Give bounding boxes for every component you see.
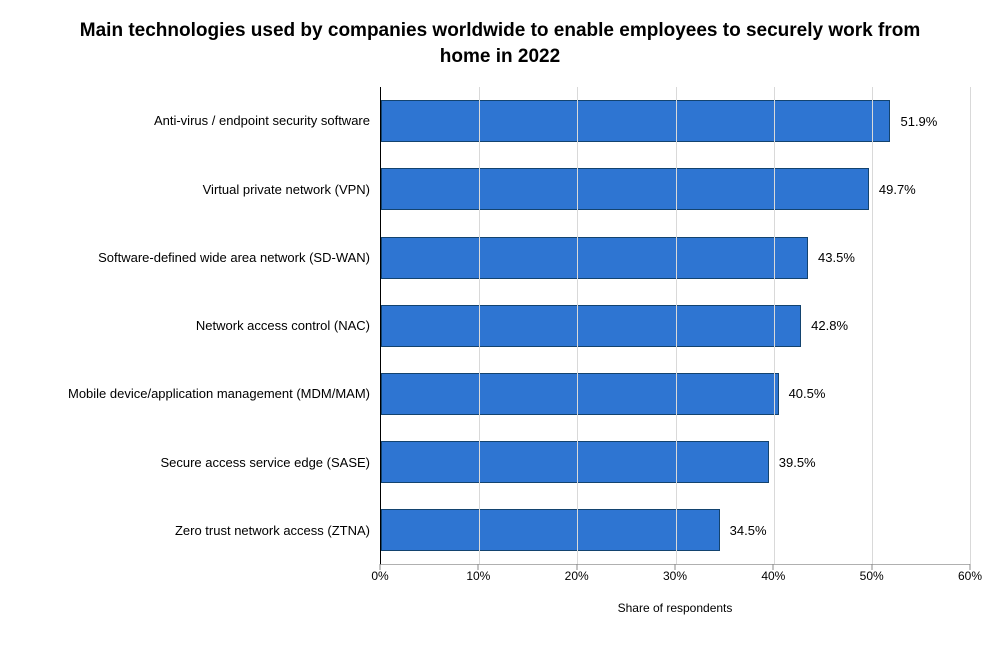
category-label: Anti-virus / endpoint security software [30, 87, 370, 155]
bar-value-label: 40.5% [789, 386, 826, 401]
bar [381, 100, 890, 142]
x-tick-label: 60% [958, 569, 982, 583]
x-tick-label: 50% [860, 569, 884, 583]
bar [381, 373, 779, 415]
bar-value-label: 49.7% [879, 182, 916, 197]
x-tick-label: 0% [371, 569, 388, 583]
bar-value-label: 39.5% [779, 455, 816, 470]
category-label: Network access control (NAC) [30, 292, 370, 360]
plot: 51.9% 49.7% 43.5% 42.8% 40.5% 39.5% 34.5% [380, 87, 970, 565]
grid-line [479, 87, 480, 564]
plot-wrap: 51.9%49.7%43.5%42.8%40.5%39.5%34.5% 0%10… [380, 87, 970, 627]
x-tick-label: 40% [761, 569, 785, 583]
grid-line [970, 87, 971, 564]
bar [381, 305, 801, 347]
category-label: Secure access service edge (SASE) [30, 429, 370, 497]
grid-line [872, 87, 873, 564]
grid-line [577, 87, 578, 564]
x-tick-label: 10% [466, 569, 490, 583]
bar-value-label: 34.5% [730, 523, 767, 538]
bar [381, 441, 769, 483]
x-tick-label: 30% [663, 569, 687, 583]
bar-value-label: 43.5% [818, 250, 855, 265]
category-label: Mobile device/application management (MD… [30, 361, 370, 429]
bar-value-label: 42.8% [811, 318, 848, 333]
chart-title: Main technologies used by companies worl… [60, 18, 940, 69]
category-label: Virtual private network (VPN) [30, 156, 370, 224]
bar [381, 168, 869, 210]
y-axis-labels: Anti-virus / endpoint security softwareV… [30, 87, 380, 565]
x-axis-ticks: 0%10%20%30%40%50%60% [380, 565, 970, 585]
category-label: Zero trust network access (ZTNA) [30, 497, 370, 565]
grid-line [774, 87, 775, 564]
bar-value-label: 51.9% [900, 114, 937, 129]
grid-line [676, 87, 677, 564]
x-axis-label: Share of respondents [380, 601, 970, 615]
chart-area: Anti-virus / endpoint security softwareV… [30, 87, 970, 627]
bar [381, 237, 808, 279]
x-tick-label: 20% [565, 569, 589, 583]
bar [381, 509, 720, 551]
category-label: Software-defined wide area network (SD-W… [30, 224, 370, 292]
chart-container: Main technologies used by companies worl… [0, 0, 1000, 658]
